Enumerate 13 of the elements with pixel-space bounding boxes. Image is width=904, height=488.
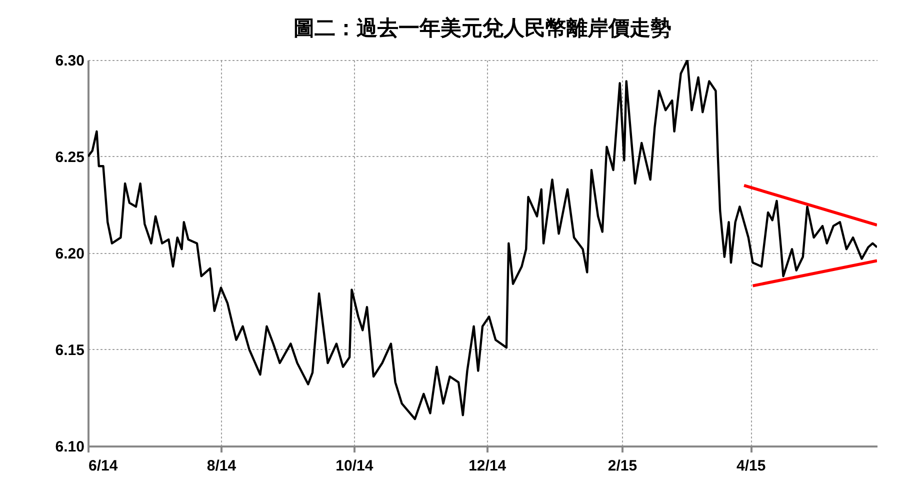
x-tick-label: 6/14 [88,458,118,474]
x-tick-label: 10/14 [336,458,374,474]
chart-title: 圖二：過去一年美元兌人民幣離岸價走勢 [294,16,672,40]
x-tick-label: 12/14 [468,458,507,474]
x-tick-label: 8/14 [206,458,237,474]
y-tick-label: 6.10 [55,438,84,456]
x-tick-label: 4/15 [736,458,766,474]
line-series [88,60,877,420]
y-tick-label: 6.25 [55,149,84,166]
y-tick-label: 6.15 [55,342,84,359]
y-tick-label: 6.30 [55,52,84,70]
y-tick-label: 6.20 [55,246,84,262]
x-tick-label: 2/15 [608,458,638,474]
